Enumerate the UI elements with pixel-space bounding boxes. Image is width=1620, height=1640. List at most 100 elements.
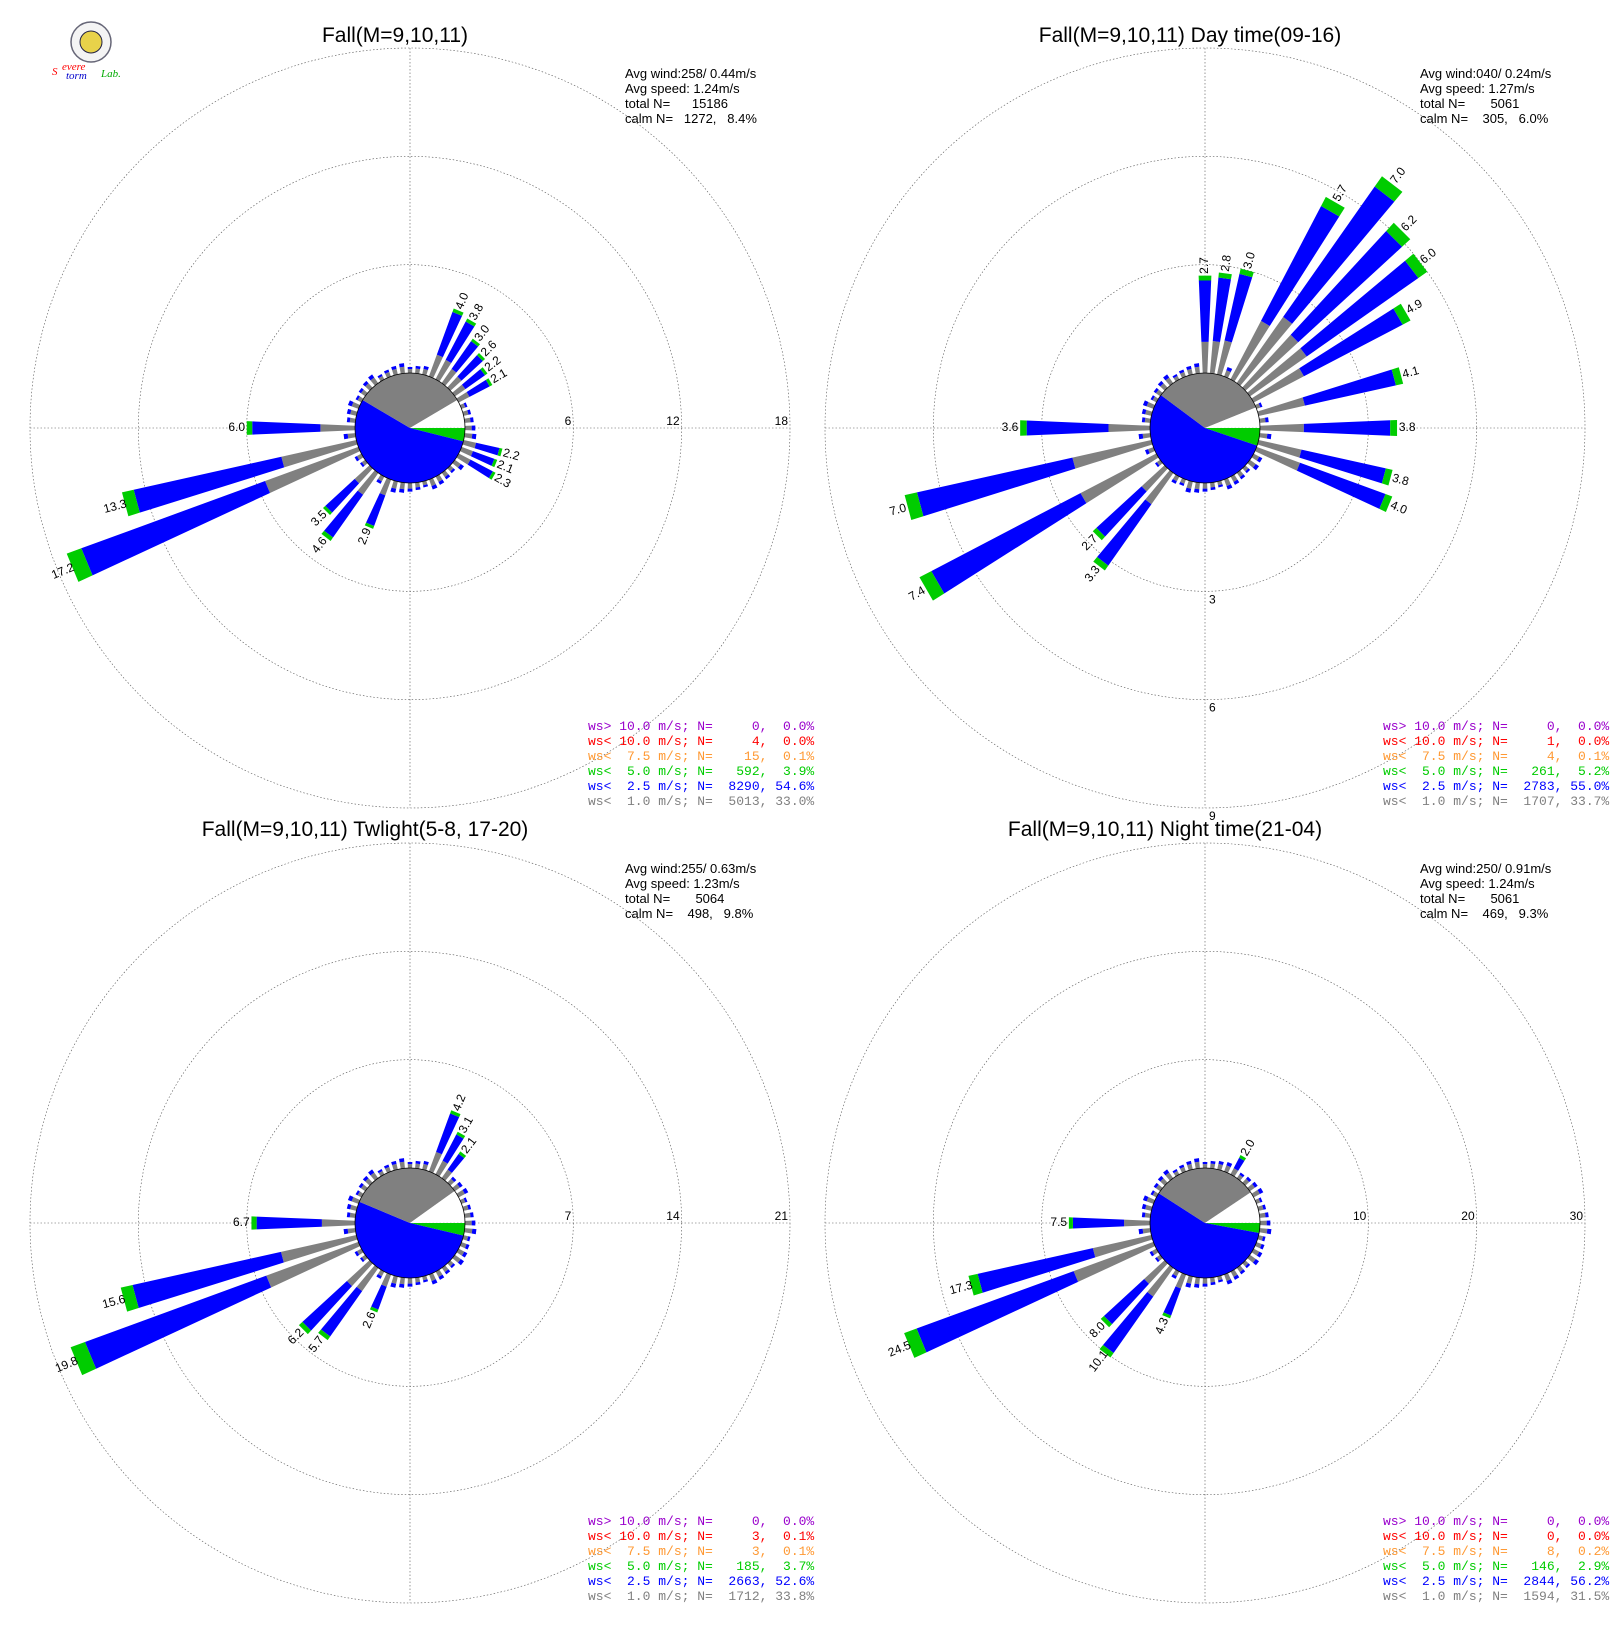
sector-bar-lt5 xyxy=(66,548,93,582)
sector-bar-stub xyxy=(346,1212,351,1218)
legend-entry: ws< 5.0 m/s; N= 592, 3.9% xyxy=(588,764,814,779)
sector-bar-stub xyxy=(1264,1212,1269,1218)
sector-bar-stub xyxy=(431,484,438,490)
sector-bar-stub xyxy=(444,1269,451,1275)
sector-bar-calm-lt1 xyxy=(1257,439,1302,458)
sector-bar-lt5 xyxy=(1405,253,1428,279)
sector-bar-stub xyxy=(1202,1164,1208,1169)
legend-entry: ws< 5.0 m/s; N= 146, 2.9% xyxy=(1383,1559,1609,1574)
sector-bar-stub xyxy=(1247,1254,1256,1263)
sector-bar-stub xyxy=(1171,479,1177,484)
severe-storm-lab-logo: S evere torm Lab. xyxy=(52,21,121,82)
sector-bar-lt2-5 xyxy=(467,459,493,479)
sector-value-label: 6.7 xyxy=(233,1215,250,1229)
sector-bar-stub xyxy=(1259,417,1266,423)
sector-value-label: 13.3 xyxy=(102,496,128,516)
sector-bar-stub xyxy=(1194,1277,1200,1285)
sector-bar-calm-lt1 xyxy=(459,446,474,457)
sector-bar-stub xyxy=(429,1272,436,1282)
sector-bar-lt5 xyxy=(251,1216,257,1230)
sector-bar-calm-lt1 xyxy=(1236,316,1293,386)
legend-entry: ws< 10.0 m/s; N= 4, 0.0% xyxy=(588,734,814,749)
sector-bar-stub xyxy=(376,1274,382,1279)
sector-bar-lt2-5 xyxy=(133,456,285,513)
sector-bar-stub xyxy=(452,1254,461,1263)
sector-bar-stub xyxy=(1259,1212,1266,1218)
sector-bar-lt2-5 xyxy=(366,493,386,527)
sector-bar-stub xyxy=(1261,1236,1266,1242)
sector-bar-stub xyxy=(1226,366,1233,373)
sector-bar-stub xyxy=(1259,1243,1265,1250)
sector-bar-stub xyxy=(1258,402,1263,408)
stats-line: Avg speed: 1.24m/s xyxy=(625,81,740,96)
sector-bar-calm-lt1 xyxy=(1072,439,1153,469)
sector-value-label: 4.2 xyxy=(449,1092,468,1113)
sector-bar-stub xyxy=(466,1236,471,1242)
sector-bar-stub xyxy=(350,1204,358,1211)
sector-bar-stub xyxy=(1144,417,1151,423)
sector-bar-stub xyxy=(438,1274,445,1280)
sector-bar-stub xyxy=(1153,1182,1159,1189)
sector-bar-stub xyxy=(415,1281,421,1286)
sector-bar-lt2-5 xyxy=(1299,308,1403,377)
sector-bar-lt2-5 xyxy=(436,1113,460,1155)
sector-bar-lt2-5 xyxy=(132,1251,284,1309)
sector-bar-stub xyxy=(1266,433,1272,440)
sector-bar-stub xyxy=(383,369,390,374)
sector-bar-stub xyxy=(407,369,413,374)
sector-bar-lt5 xyxy=(1379,494,1393,512)
wind-rose-panel: Fall(M=9,10,11) Day time(09-16) 3 6 9 2.7 2.8… xyxy=(824,24,1609,823)
sector-bar-stub xyxy=(347,433,356,439)
sector-bar-stub xyxy=(462,1187,469,1195)
sector-bar-stub xyxy=(399,1283,405,1288)
sector-bar-stub xyxy=(422,1163,428,1171)
sector-bar-stub xyxy=(423,1279,429,1283)
sector-bar-stub xyxy=(1259,433,1268,439)
sector-bar-stub xyxy=(365,1178,373,1186)
sector-bar-calm-lt1 xyxy=(1230,1168,1239,1177)
legend-entry: ws< 2.5 m/s; N= 2844, 56.2% xyxy=(1383,1574,1609,1589)
sector-bar-lt2-5 xyxy=(977,1248,1096,1293)
sector-bar-calm-lt1 xyxy=(281,439,358,468)
sector-value-label: 4.0 xyxy=(452,290,471,311)
center-pie-slice xyxy=(1160,372,1257,428)
ring-tick-label: 30 xyxy=(1570,1209,1584,1223)
sector-bar-stub xyxy=(462,410,469,416)
sector-bar-lt5 xyxy=(491,458,498,468)
sector-bar-lt2-5 xyxy=(1290,230,1403,343)
sector-bar-stub xyxy=(1247,459,1256,468)
sector-bar-stub xyxy=(422,368,428,376)
sector-bar-lt5 xyxy=(318,1329,331,1341)
ring-tick-label: 20 xyxy=(1461,1209,1475,1223)
sector-bar-stub xyxy=(459,1242,467,1249)
sector-bar-stub xyxy=(1224,477,1231,487)
ring-tick-label: 6 xyxy=(1209,701,1216,715)
sector-bar-stub xyxy=(1194,363,1200,368)
sector-bar-lt5 xyxy=(904,492,924,521)
sector-bar-calm-lt1 xyxy=(1257,397,1305,417)
sector-bar-calm-lt1 xyxy=(1247,348,1307,397)
sector-bar-stub xyxy=(1217,480,1223,486)
sector-value-label: 2.6 xyxy=(359,1309,378,1330)
sector-bar-lt2-5 xyxy=(1026,420,1109,436)
sector-bar-stub xyxy=(464,1212,471,1218)
sector-bar-calm-lt1 xyxy=(320,424,356,432)
sector-bar-stub xyxy=(1256,456,1263,463)
sector-bar-stub xyxy=(347,1228,356,1234)
sector-bar-stub xyxy=(351,1196,361,1204)
sector-value-label: 3.8 xyxy=(1399,420,1416,434)
sector-bar-stub xyxy=(422,480,428,486)
sector-value-label: 15.6 xyxy=(101,1292,127,1312)
sector-bar-stub xyxy=(467,1204,472,1210)
sector-bar-stub xyxy=(359,1257,365,1263)
sector-value-label: 4.3 xyxy=(1152,1315,1171,1336)
panel-title: Fall(M=9,10,11) xyxy=(322,24,468,47)
sector-bar-stub xyxy=(444,474,451,480)
legend-entry: ws> 10.0 m/s; N= 0, 0.0% xyxy=(588,719,814,734)
legend-entry: ws< 10.0 m/s; N= 1, 0.0% xyxy=(1383,734,1609,749)
stats-line: calm N= 1272, 8.4% xyxy=(625,111,757,126)
sector-bar-stub xyxy=(399,482,405,490)
stats-line: Avg wind:258/ 0.44m/s xyxy=(625,66,757,81)
sector-bar-lt5 xyxy=(1239,268,1254,278)
